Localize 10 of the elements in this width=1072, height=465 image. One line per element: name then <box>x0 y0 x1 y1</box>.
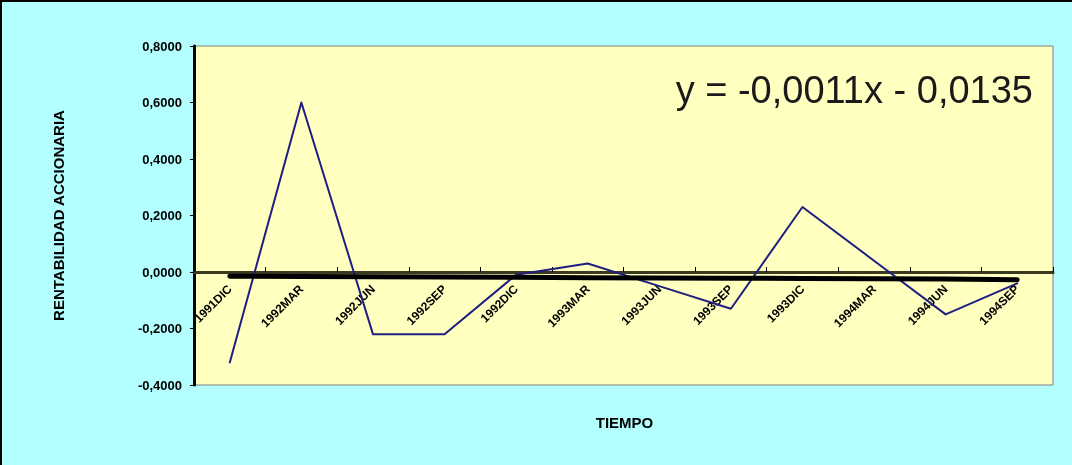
annotation: y = -0,0011x - 0,0135 <box>675 69 1033 111</box>
y-tick-label: 0,8000 <box>142 38 182 54</box>
y-tick-label: 0,4000 <box>142 151 182 167</box>
x-axis-title: TIEMPO <box>595 413 654 431</box>
y-tick-label: 0,2000 <box>142 208 182 223</box>
y-tick-label: 0,0000 <box>142 264 182 280</box>
y-tick-label: -0,4000 <box>137 377 182 393</box>
y-tick-label: -0,2000 <box>137 321 182 336</box>
y-axis-title: RENTABILIDAD ACCIONARIA <box>50 109 67 321</box>
y-tick-label: 0,6000 <box>142 95 182 110</box>
